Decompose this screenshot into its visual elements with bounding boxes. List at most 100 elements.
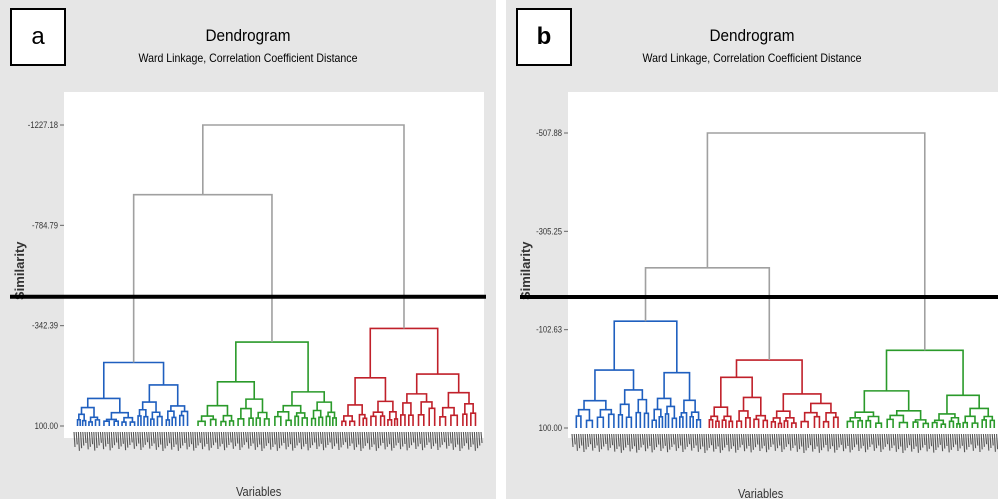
x-tick-label: [82, 431, 85, 446]
dendrogram-link: [678, 416, 684, 428]
x-tick-label: [218, 431, 221, 447]
dendrogram-link: [825, 412, 837, 422]
x-tick-label: [575, 433, 578, 451]
dendrogram-link: [235, 341, 309, 392]
x-tick-label: [806, 433, 809, 448]
dendrogram-link: [88, 421, 93, 426]
dendrogram-link: [439, 416, 447, 426]
chart-subtitle: Ward Linkage, Correlation Coefficient Di…: [138, 51, 358, 65]
x-tick-label: [359, 431, 362, 452]
x-tick-label: [295, 431, 298, 446]
x-tick-label: [930, 433, 933, 447]
x-tick-label: [762, 433, 765, 446]
x-tick-label: [683, 433, 686, 450]
x-tick-label: [278, 431, 281, 449]
x-tick-label: [161, 431, 164, 452]
x-tick-label: [921, 433, 924, 448]
dendrogram-link: [720, 376, 753, 408]
x-tick-label: [467, 431, 470, 450]
dendrogram-link: [255, 417, 261, 426]
x-tick-label: [297, 431, 300, 443]
dendrogram-link: [156, 415, 163, 426]
x-tick-label: [379, 431, 382, 446]
x-tick-label: [892, 433, 895, 446]
x-tick-label: [624, 433, 627, 448]
dendrogram-link: [933, 419, 945, 425]
x-tick-label: [919, 433, 922, 451]
x-tick-label: [152, 431, 155, 444]
dendrogram-link: [962, 421, 969, 428]
dendrogram-link: [813, 415, 821, 428]
x-tick-label: [815, 433, 818, 447]
x-tick-label: [399, 431, 402, 450]
dendrogram-link: [736, 420, 743, 428]
x-tick-label: [352, 431, 355, 450]
x-tick-label: [405, 431, 408, 451]
x-tick-label: [963, 433, 966, 453]
x-tick-label: [883, 433, 886, 447]
dendrogram-link: [619, 403, 630, 418]
dendrogram-link: [782, 393, 822, 412]
x-tick-label: [685, 433, 688, 447]
x-tick-label: [480, 431, 483, 444]
x-tick-label: [839, 433, 842, 445]
x-tick-label: [985, 433, 988, 445]
dendrogram-link: [341, 420, 347, 426]
x-tick-label: [578, 433, 581, 449]
x-tick-label: [859, 433, 862, 449]
x-tick-label: [203, 431, 206, 447]
dendrogram-link: [583, 399, 607, 410]
x-tick-label: [421, 431, 424, 451]
x-tick-label: [308, 431, 311, 448]
x-tick-label: [392, 431, 395, 449]
x-tick-label: [212, 431, 215, 446]
x-tick-label: [436, 431, 439, 451]
x-tick-label: [679, 433, 682, 446]
dendrogram-link: [637, 398, 648, 414]
x-tick-label: [591, 433, 594, 451]
dendrogram-b: -507.88 -305.25 -102.63 100.00: [520, 127, 998, 454]
x-tick-label: [80, 431, 83, 449]
x-tick-label: [478, 431, 481, 446]
x-tick-label: [573, 433, 576, 445]
x-tick-label: [249, 431, 252, 447]
x-tick-label: [571, 433, 574, 448]
dendrogram-link: [129, 421, 136, 426]
x-tick-label: [205, 431, 208, 445]
dendrogram-link: [377, 400, 394, 413]
x-tick-label: [434, 431, 437, 444]
x-tick-label: [282, 431, 285, 444]
x-tick-label: [716, 433, 719, 447]
dendrogram-link: [832, 416, 839, 428]
dendrogram-link: [167, 410, 175, 420]
dendrogram-link: [274, 415, 282, 426]
dendrogram-link: [113, 420, 120, 426]
dendrogram-link: [663, 371, 691, 401]
dendrogram-link: [713, 406, 729, 417]
dendrogram-link: [625, 416, 633, 428]
x-tick-label: [139, 431, 142, 451]
x-tick-label: [976, 433, 979, 446]
x-tick-label: [811, 433, 814, 452]
dendrogram-link: [165, 419, 171, 426]
x-tick-label: [313, 431, 316, 443]
x-tick-label: [655, 433, 658, 448]
dendrogram-link: [613, 320, 678, 373]
x-tick-label: [723, 433, 726, 448]
x-tick-label: [714, 433, 717, 450]
dendrogram-link: [783, 420, 789, 428]
dendrogram-link: [810, 402, 832, 413]
x-tick-label: [445, 431, 448, 449]
x-tick-label: [690, 433, 693, 451]
x-tick-label: [619, 433, 622, 453]
x-tick-label: [163, 431, 166, 449]
x-tick-label: [330, 431, 333, 449]
x-tick-label: [793, 433, 796, 446]
x-tick-label: [190, 431, 193, 445]
dendrogram-link: [865, 419, 872, 428]
dendrogram-link: [775, 410, 791, 418]
x-tick-label: [652, 433, 655, 450]
x-tick-label: [418, 431, 421, 444]
x-tick-label: [965, 433, 968, 450]
x-tick-label: [870, 433, 873, 445]
